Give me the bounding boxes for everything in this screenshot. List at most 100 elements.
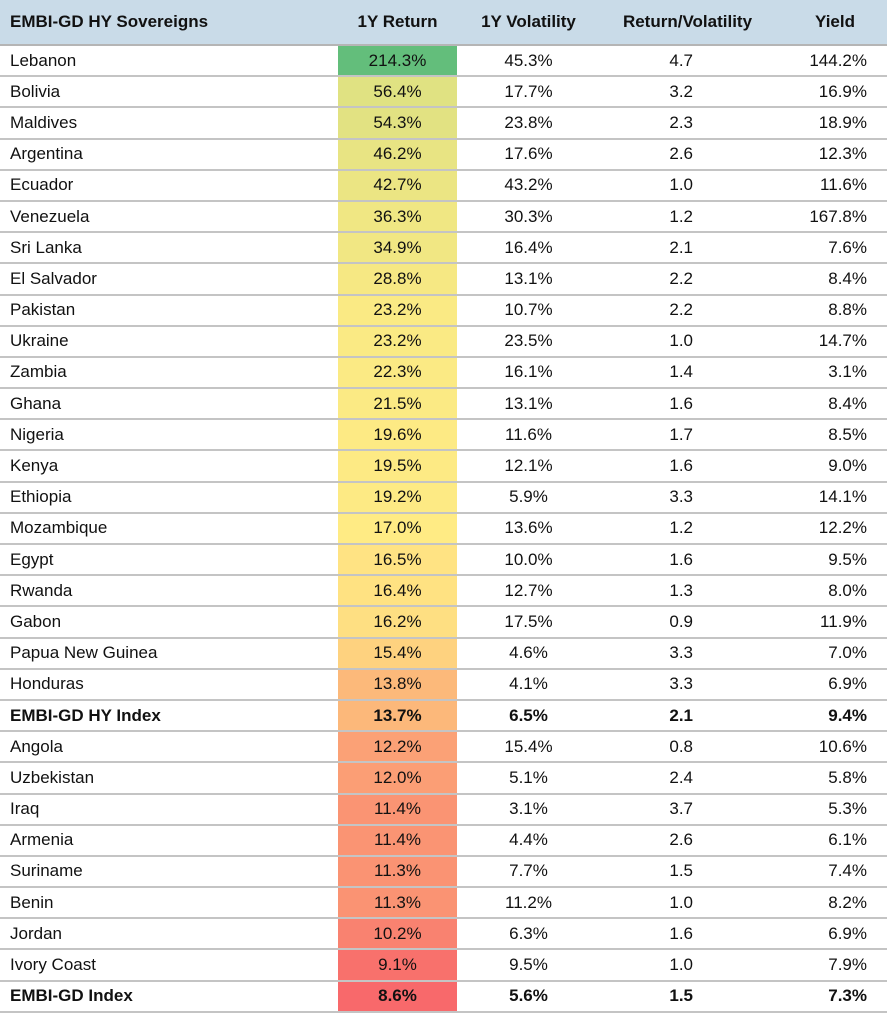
country-name: Suriname — [0, 855, 338, 889]
table-row: Rwanda 16.4% 12.7% 1.3 8.0% — [0, 575, 887, 608]
yield-cell: 7.0% — [775, 637, 887, 670]
ratio-cell: 1.0 — [600, 325, 775, 358]
yield-cell: 7.3% — [775, 980, 887, 1013]
country-name: Rwanda — [0, 575, 338, 608]
ratio-cell: 2.1 — [600, 699, 775, 733]
table-row: Armenia 11.4% 4.4% 2.6 6.1% — [0, 824, 887, 857]
return-cell: 11.4% — [338, 824, 457, 857]
country-name: Kenya — [0, 450, 338, 483]
country-name: Lebanon — [0, 45, 338, 78]
yield-cell: 7.4% — [775, 855, 887, 889]
return-cell: 19.6% — [338, 419, 457, 452]
yield-cell: 8.5% — [775, 419, 887, 452]
ratio-cell: 0.9 — [600, 606, 775, 639]
volatility-cell: 45.3% — [457, 45, 600, 78]
ratio-cell: 2.3 — [600, 107, 775, 140]
volatility-cell: 5.9% — [457, 481, 600, 514]
yield-cell: 5.3% — [775, 793, 887, 826]
table-row: Papua New Guinea 15.4% 4.6% 3.3 7.0% — [0, 637, 887, 670]
volatility-cell: 12.1% — [457, 450, 600, 483]
country-name: Sri Lanka — [0, 232, 338, 265]
ratio-cell: 1.6 — [600, 450, 775, 483]
country-name: Egypt — [0, 544, 338, 577]
yield-cell: 6.9% — [775, 918, 887, 951]
header-yield: Yield — [775, 0, 887, 46]
return-cell: 46.2% — [338, 138, 457, 171]
table-row: Ghana 21.5% 13.1% 1.6 8.4% — [0, 388, 887, 421]
ratio-cell: 3.3 — [600, 668, 775, 701]
volatility-cell: 4.1% — [457, 668, 600, 701]
yield-cell: 8.0% — [775, 575, 887, 608]
volatility-cell: 4.4% — [457, 824, 600, 857]
country-name: Ivory Coast — [0, 949, 338, 982]
country-name: Iraq — [0, 793, 338, 826]
ratio-cell: 2.6 — [600, 138, 775, 171]
table-row: Gabon 16.2% 17.5% 0.9 11.9% — [0, 606, 887, 639]
return-cell: 56.4% — [338, 76, 457, 109]
return-cell: 16.5% — [338, 544, 457, 577]
country-name: Jordan — [0, 918, 338, 951]
table-row: EMBI-GD Index 8.6% 5.6% 1.5 7.3% — [0, 980, 887, 1013]
ratio-cell: 1.6 — [600, 544, 775, 577]
table-row: Kenya 19.5% 12.1% 1.6 9.0% — [0, 450, 887, 483]
yield-cell: 7.6% — [775, 232, 887, 265]
country-name: Venezuela — [0, 200, 338, 234]
return-cell: 13.8% — [338, 668, 457, 701]
ratio-cell: 1.2 — [600, 512, 775, 546]
return-cell: 54.3% — [338, 107, 457, 140]
volatility-cell: 11.2% — [457, 887, 600, 920]
volatility-cell: 10.0% — [457, 544, 600, 577]
yield-cell: 5.8% — [775, 762, 887, 795]
yield-cell: 14.7% — [775, 325, 887, 358]
volatility-cell: 13.1% — [457, 388, 600, 421]
ratio-cell: 2.1 — [600, 232, 775, 265]
volatility-cell: 5.6% — [457, 980, 600, 1013]
return-cell: 22.3% — [338, 356, 457, 390]
table-row: Zambia 22.3% 16.1% 1.4 3.1% — [0, 356, 887, 390]
header-volatility: 1Y Volatility — [457, 0, 600, 46]
table-row: Jordan 10.2% 6.3% 1.6 6.9% — [0, 918, 887, 951]
country-name: Pakistan — [0, 294, 338, 327]
yield-cell: 7.9% — [775, 949, 887, 982]
ratio-cell: 1.6 — [600, 918, 775, 951]
volatility-cell: 17.5% — [457, 606, 600, 639]
country-name: Uzbekistan — [0, 762, 338, 795]
volatility-cell: 9.5% — [457, 949, 600, 982]
country-name: Ecuador — [0, 169, 338, 202]
yield-cell: 16.9% — [775, 76, 887, 109]
yield-cell: 9.5% — [775, 544, 887, 577]
return-cell: 11.4% — [338, 793, 457, 826]
return-cell: 15.4% — [338, 637, 457, 670]
country-name: Papua New Guinea — [0, 637, 338, 670]
return-cell: 16.2% — [338, 606, 457, 639]
return-cell: 21.5% — [338, 388, 457, 421]
yield-cell: 11.6% — [775, 169, 887, 202]
ratio-cell: 1.7 — [600, 419, 775, 452]
country-name: Nigeria — [0, 419, 338, 452]
yield-cell: 14.1% — [775, 481, 887, 514]
return-cell: 42.7% — [338, 169, 457, 202]
country-name: EMBI-GD HY Index — [0, 699, 338, 733]
return-cell: 19.5% — [338, 450, 457, 483]
ratio-cell: 1.3 — [600, 575, 775, 608]
yield-cell: 18.9% — [775, 107, 887, 140]
volatility-cell: 5.1% — [457, 762, 600, 795]
return-cell: 28.8% — [338, 263, 457, 296]
table-row: Ukraine 23.2% 23.5% 1.0 14.7% — [0, 325, 887, 358]
header-row: EMBI-GD HY Sovereigns 1Y Return 1Y Volat… — [0, 0, 887, 46]
return-cell: 10.2% — [338, 918, 457, 951]
yield-cell: 12.3% — [775, 138, 887, 171]
volatility-cell: 4.6% — [457, 637, 600, 670]
volatility-cell: 43.2% — [457, 169, 600, 202]
volatility-cell: 30.3% — [457, 200, 600, 234]
table-row: Nigeria 19.6% 11.6% 1.7 8.5% — [0, 419, 887, 452]
country-name: Honduras — [0, 668, 338, 701]
return-cell: 34.9% — [338, 232, 457, 265]
table-row: Ethiopia 19.2% 5.9% 3.3 14.1% — [0, 481, 887, 514]
country-name: Armenia — [0, 824, 338, 857]
return-cell: 12.2% — [338, 731, 457, 764]
volatility-cell: 10.7% — [457, 294, 600, 327]
country-name: Ethiopia — [0, 481, 338, 514]
return-cell: 17.0% — [338, 512, 457, 546]
return-cell: 16.4% — [338, 575, 457, 608]
